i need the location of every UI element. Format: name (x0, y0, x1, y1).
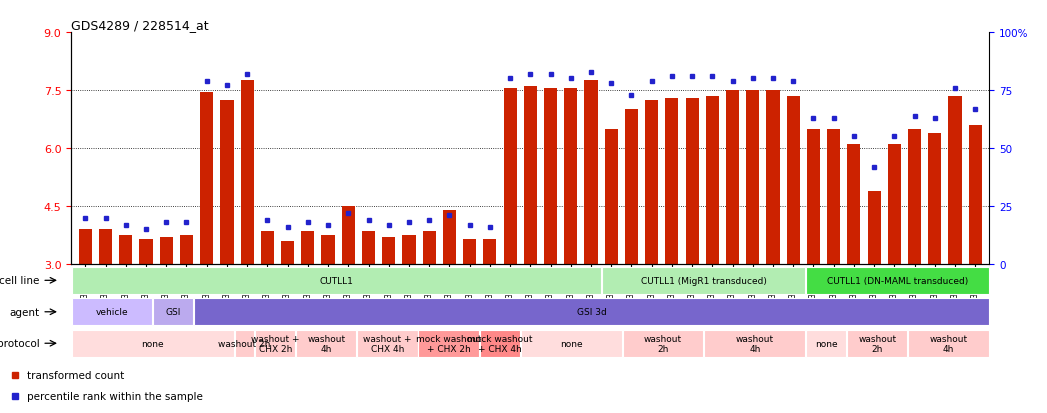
Bar (602, 267, 805, 294)
Bar (665, 99, 678, 264)
Bar (968, 126, 982, 264)
Text: cell line: cell line (0, 275, 40, 286)
Bar (153, 299, 194, 325)
Text: transformed count: transformed count (27, 370, 125, 380)
Bar (281, 241, 294, 264)
Bar (623, 330, 704, 357)
Bar (463, 239, 476, 264)
Bar (220, 100, 233, 264)
Bar (706, 97, 719, 264)
Bar (71, 267, 601, 294)
Text: GSI 3d: GSI 3d (577, 308, 606, 316)
Text: CUTLL1 (DN-MAML transduced): CUTLL1 (DN-MAML transduced) (827, 276, 968, 285)
Bar (99, 230, 112, 264)
Text: mock washout
+ CHX 4h: mock washout + CHX 4h (467, 334, 533, 353)
Text: mock washout
+ CHX 2h: mock washout + CHX 2h (416, 334, 482, 353)
Bar (402, 235, 416, 264)
Bar (625, 110, 638, 264)
Bar (604, 129, 618, 264)
Bar (296, 330, 356, 357)
Bar (504, 89, 516, 264)
Text: GSI: GSI (165, 308, 181, 316)
Bar (341, 206, 355, 264)
Text: none: none (141, 339, 164, 348)
Bar (949, 97, 961, 264)
Bar (827, 129, 841, 264)
Bar (443, 210, 456, 264)
Bar (119, 235, 132, 264)
Bar (686, 99, 698, 264)
Bar (847, 145, 861, 264)
Bar (261, 232, 274, 264)
Bar (908, 129, 921, 264)
Bar (766, 91, 780, 264)
Bar (524, 87, 537, 264)
Bar (645, 100, 659, 264)
Bar (564, 89, 577, 264)
Bar (71, 330, 235, 357)
Text: washout
2h: washout 2h (644, 334, 682, 353)
Bar (786, 97, 800, 264)
Bar (423, 232, 436, 264)
Text: none: none (560, 339, 582, 348)
Bar (705, 330, 805, 357)
Text: CUTLL1: CUTLL1 (319, 276, 354, 285)
Text: GDS4289 / 228514_at: GDS4289 / 228514_at (71, 19, 208, 32)
Bar (321, 235, 335, 264)
Bar (726, 91, 739, 264)
Bar (382, 237, 396, 264)
Bar (139, 239, 153, 264)
Bar (235, 330, 254, 357)
Bar (71, 299, 153, 325)
Bar (180, 235, 193, 264)
Bar (747, 91, 759, 264)
Bar (357, 330, 418, 357)
Bar (806, 267, 989, 294)
Text: washout 2h: washout 2h (219, 339, 271, 348)
Bar (520, 330, 622, 357)
Bar (544, 89, 557, 264)
Text: none: none (815, 339, 838, 348)
Bar (806, 330, 846, 357)
Text: washout +
CHX 2h: washout + CHX 2h (251, 334, 299, 353)
Bar (79, 230, 92, 264)
Bar (929, 133, 941, 264)
Bar (480, 330, 519, 357)
Text: vehicle: vehicle (95, 308, 129, 316)
Bar (200, 93, 214, 264)
Text: CUTLL1 (MigR1 transduced): CUTLL1 (MigR1 transduced) (641, 276, 766, 285)
Text: washout
4h: washout 4h (736, 334, 774, 353)
Bar (807, 129, 820, 264)
Text: protocol: protocol (0, 338, 40, 349)
Bar (908, 330, 989, 357)
Bar (160, 237, 173, 264)
Bar (888, 145, 900, 264)
Bar (868, 191, 881, 264)
Bar (255, 330, 295, 357)
Bar (584, 81, 598, 264)
Bar (484, 239, 496, 264)
Bar (419, 330, 478, 357)
Text: washout
2h: washout 2h (859, 334, 896, 353)
Bar (302, 232, 314, 264)
Text: percentile rank within the sample: percentile rank within the sample (27, 391, 203, 401)
Text: washout
4h: washout 4h (307, 334, 346, 353)
Text: washout +
CHX 4h: washout + CHX 4h (363, 334, 411, 353)
Bar (847, 330, 908, 357)
Bar (241, 81, 253, 264)
Text: agent: agent (9, 307, 40, 317)
Bar (194, 299, 989, 325)
Text: washout
4h: washout 4h (930, 334, 967, 353)
Bar (362, 232, 375, 264)
